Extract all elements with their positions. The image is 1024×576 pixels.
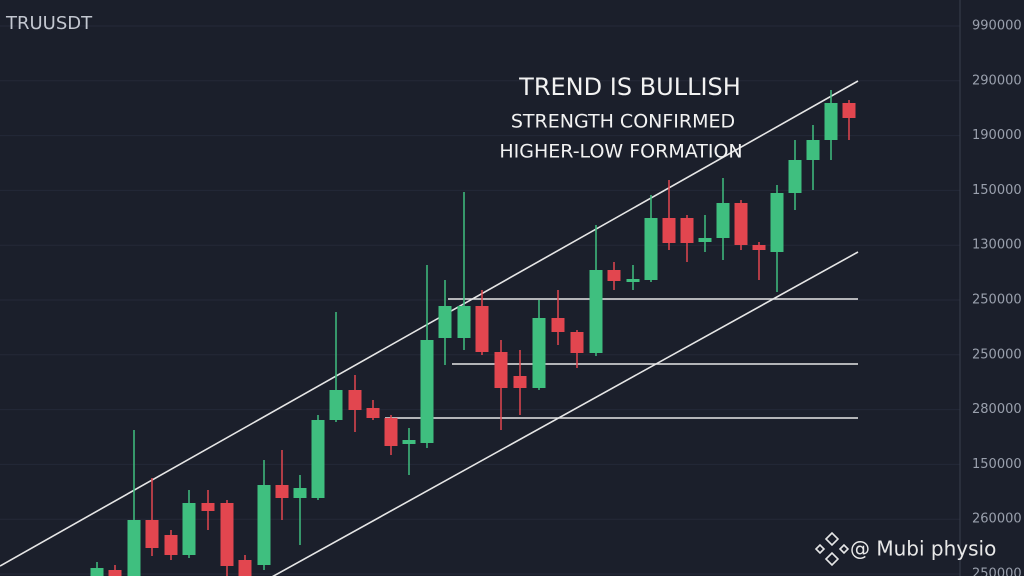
- candle-body: [127, 520, 141, 576]
- candle-body: [824, 103, 838, 140]
- candle-body: [220, 503, 234, 566]
- candle-body: [662, 218, 676, 243]
- candle-body: [348, 390, 362, 410]
- candle-body: [607, 270, 621, 281]
- candle-body: [329, 390, 343, 420]
- price-label: 190000: [972, 128, 1022, 143]
- candle-body: [716, 203, 730, 238]
- candle-body: [532, 318, 546, 388]
- candles: [90, 90, 856, 576]
- candle-body: [438, 306, 452, 338]
- candle-body: [698, 238, 712, 242]
- price-label: 250000: [972, 567, 1022, 576]
- candle-body: [182, 503, 196, 555]
- watermark: @ Mubi physio: [850, 537, 996, 561]
- candle-body: [145, 520, 159, 548]
- candle-body: [293, 488, 307, 498]
- candle-body: [257, 485, 271, 565]
- candle-body: [275, 485, 289, 498]
- candle-body: [402, 440, 416, 444]
- candle-body: [164, 535, 178, 555]
- candle-body: [752, 245, 766, 250]
- price-label: 290000: [972, 73, 1022, 88]
- price-label: 150000: [972, 457, 1022, 472]
- candle-body: [589, 270, 603, 353]
- price-label: 280000: [972, 402, 1022, 417]
- candle-body: [494, 352, 508, 388]
- price-axis: 990000 290000 190000 150000 130000 250000 2500…: [972, 19, 1022, 576]
- upper-channel: [0, 80, 859, 567]
- price-label: 150000: [972, 183, 1022, 198]
- price-label: 130000: [972, 238, 1022, 253]
- candle-body: [201, 503, 215, 511]
- candle-body: [108, 570, 122, 576]
- price-label: 250000: [972, 293, 1022, 308]
- price-label: 260000: [972, 512, 1022, 527]
- candle-body: [475, 306, 489, 352]
- candle-body: [570, 332, 584, 353]
- candle-body: [366, 408, 380, 418]
- candle-body: [238, 560, 252, 576]
- candle-body: [626, 279, 640, 282]
- candle-body: [788, 160, 802, 193]
- candle-body: [551, 318, 565, 332]
- candle-body: [770, 193, 784, 252]
- candle-body: [311, 420, 325, 498]
- candle-body: [734, 203, 748, 245]
- annotation: STRENGTH CONFIRMED: [511, 111, 735, 133]
- candle-body: [384, 418, 398, 446]
- candle-body: [513, 376, 527, 388]
- price-label: 250000: [972, 347, 1022, 362]
- candle-body: [90, 568, 104, 576]
- trend-lines: [0, 80, 859, 576]
- watermark-logo: [814, 531, 850, 567]
- candle-body: [806, 140, 820, 160]
- candle-body: [842, 103, 856, 118]
- grid: [0, 25, 960, 575]
- candle-body: [680, 218, 694, 243]
- candle-body: [644, 218, 658, 280]
- annotation: TREND IS BULLISH: [518, 73, 741, 101]
- candle-body: [457, 306, 471, 338]
- price-label: 990000: [972, 19, 1022, 34]
- annotation: HIGHER-LOW FORMATION: [499, 141, 742, 163]
- symbol: TRUUSDT: [5, 13, 93, 34]
- candle-body: [420, 340, 434, 443]
- lower-channel: [271, 251, 859, 576]
